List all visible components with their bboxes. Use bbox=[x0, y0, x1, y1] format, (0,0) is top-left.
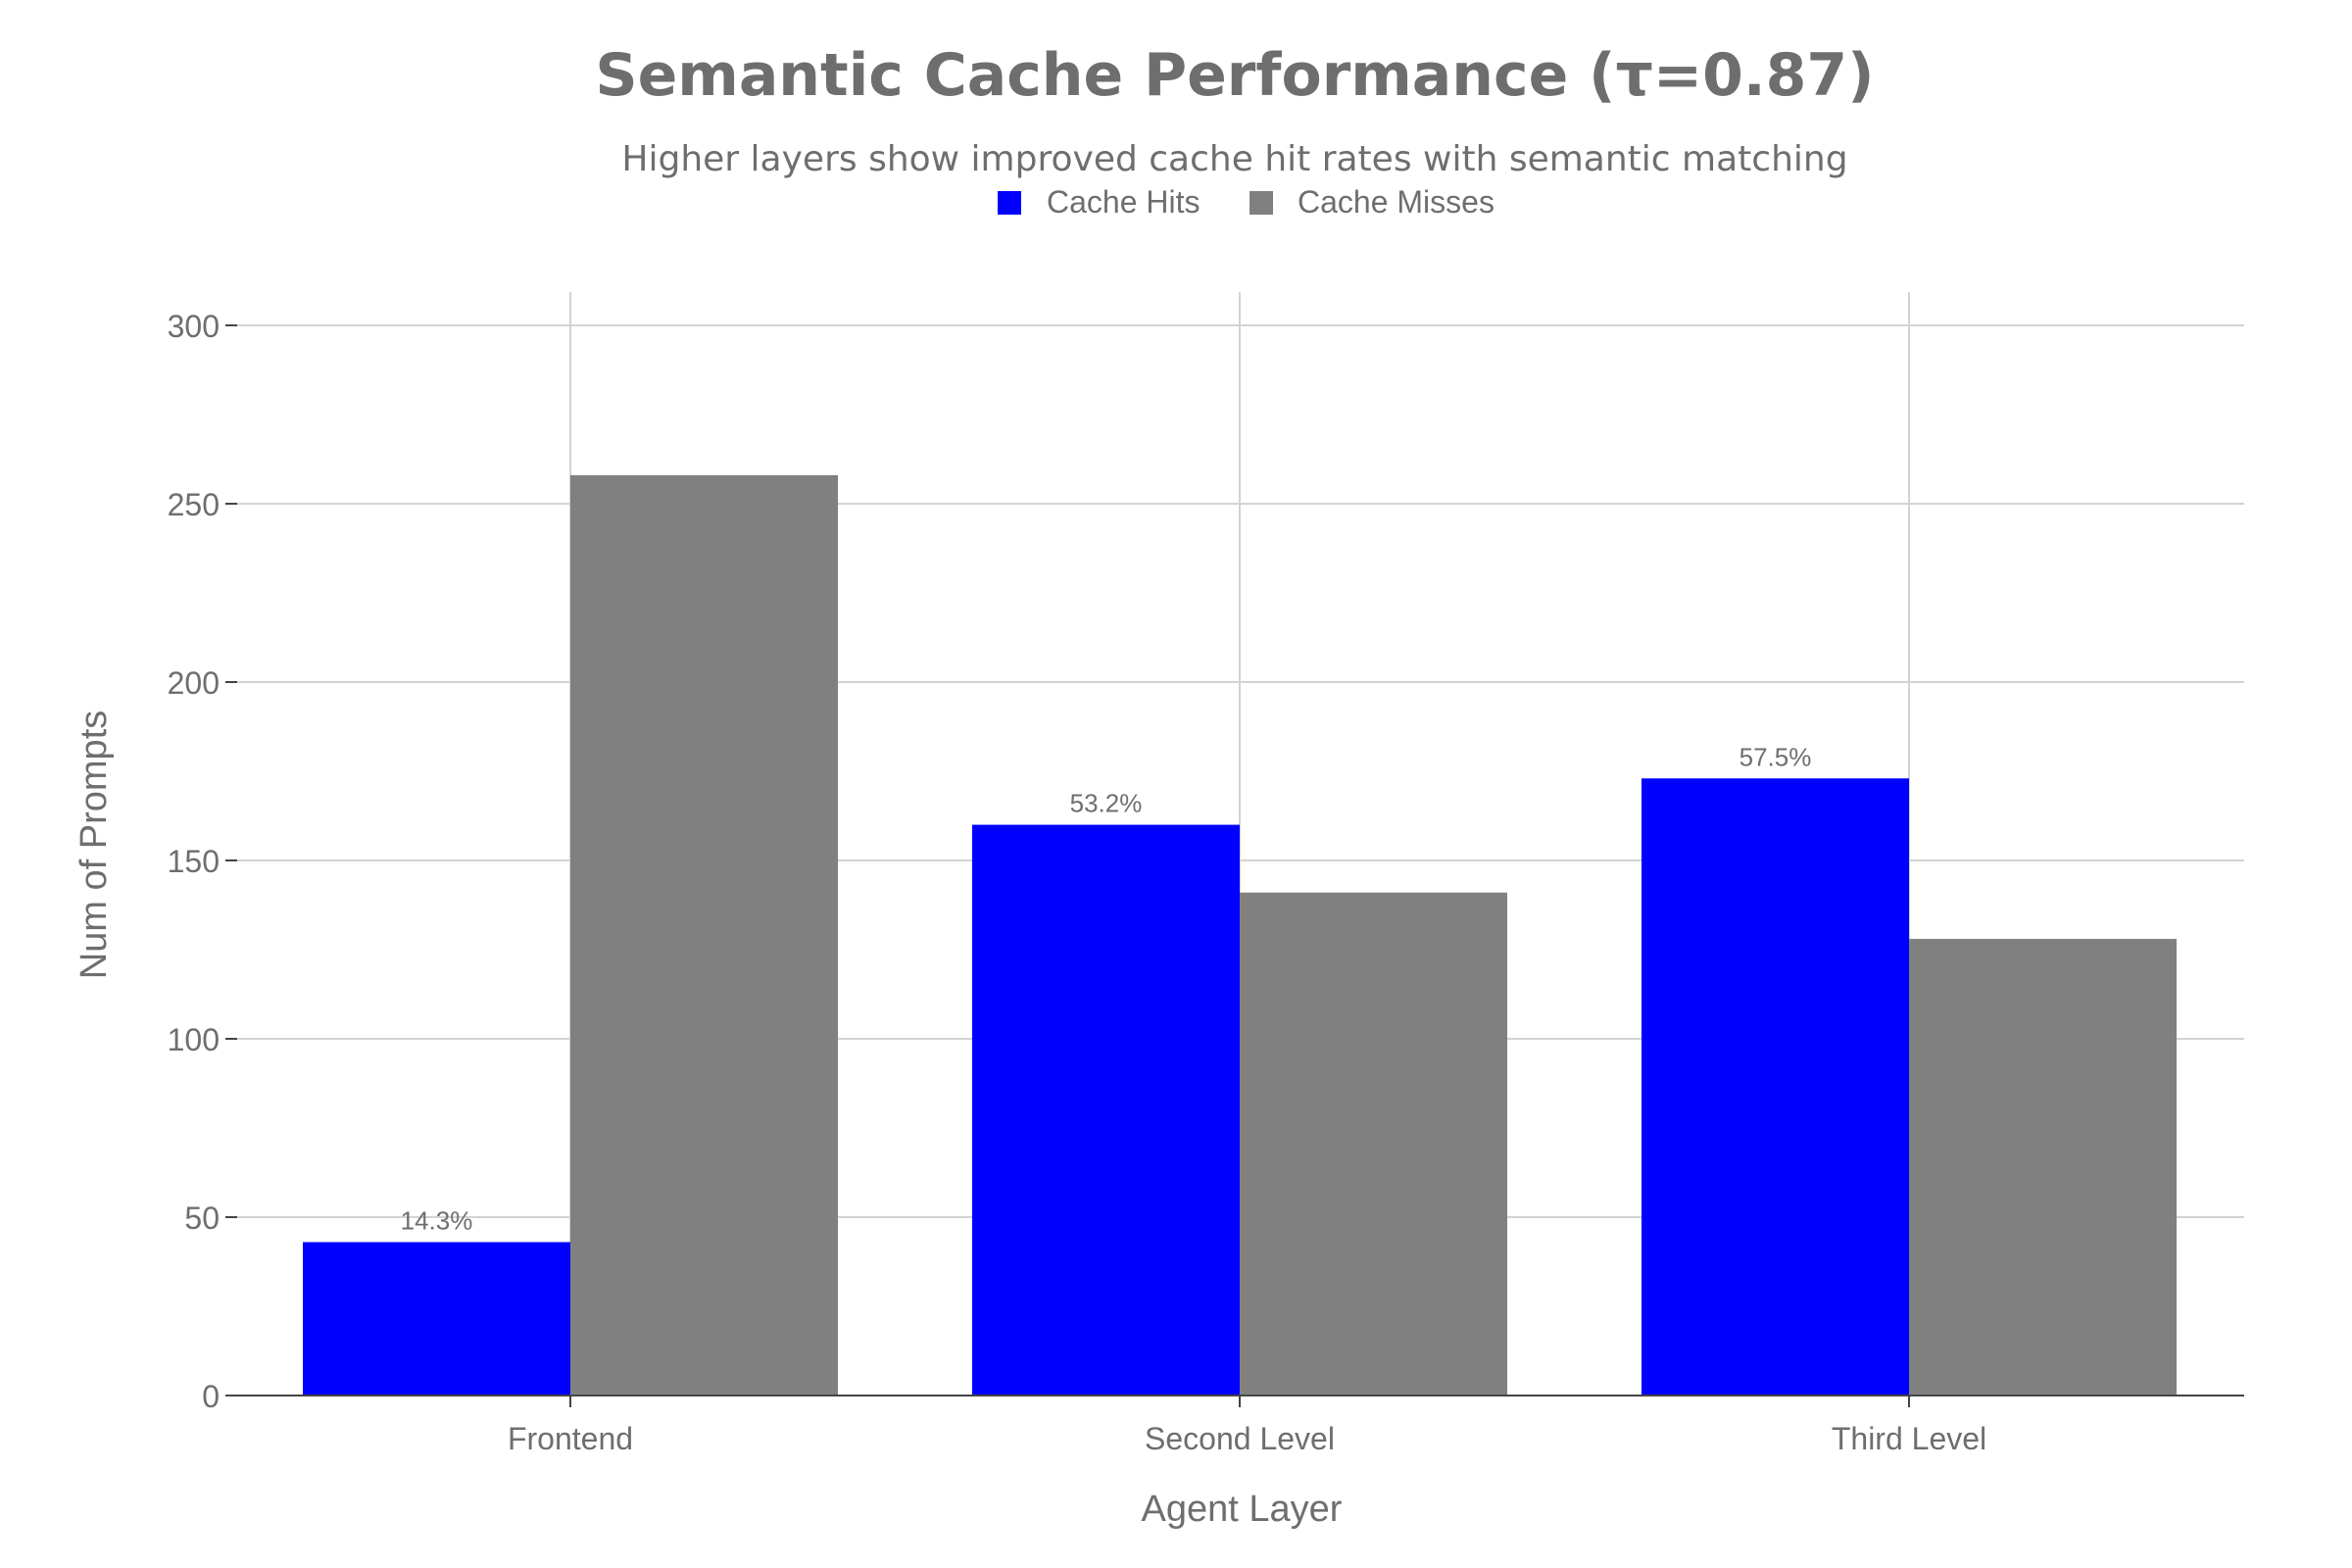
bar-cache-hits bbox=[972, 824, 1240, 1396]
y-tick-label: 100 bbox=[168, 1022, 220, 1057]
x-tick-label: Frontend bbox=[508, 1421, 633, 1456]
y-tick-label: 250 bbox=[168, 487, 220, 522]
legend-swatch-cache-misses bbox=[1250, 191, 1273, 215]
y-tick-label: 0 bbox=[202, 1379, 220, 1414]
bar-cache-misses bbox=[1240, 892, 1507, 1396]
legend: Cache Hits Cache Misses bbox=[998, 184, 1494, 220]
bar-cache-hits bbox=[1642, 778, 1909, 1396]
y-tick-label: 200 bbox=[168, 665, 220, 701]
x-tick-label: Second Level bbox=[1145, 1421, 1335, 1456]
bar-cache-misses bbox=[1909, 939, 2177, 1396]
x-axis-label: Agent Layer bbox=[1142, 1489, 1343, 1530]
bar-cache-misses bbox=[570, 474, 838, 1396]
y-axis-label: Num of Prompts bbox=[74, 710, 115, 980]
legend-label-cache-hits: Cache Hits bbox=[1047, 184, 1200, 220]
y-tick-label: 150 bbox=[168, 844, 220, 879]
bar-data-label: 14.3% bbox=[401, 1205, 473, 1235]
bar-cache-hits bbox=[303, 1242, 570, 1396]
x-tick-label: Third Level bbox=[1832, 1421, 1986, 1456]
legend-swatch-cache-hits bbox=[998, 191, 1021, 215]
bar-data-label: 53.2% bbox=[1070, 789, 1143, 818]
bars bbox=[303, 474, 2177, 1396]
y-tick-label: 300 bbox=[168, 309, 220, 344]
legend-label-cache-misses: Cache Misses bbox=[1298, 184, 1494, 220]
data-labels: 14.3% 53.2% 57.5% bbox=[401, 742, 1812, 1235]
y-tick-label: 50 bbox=[184, 1200, 220, 1236]
axes: 0 50 100 150 200 250 300 Frontend Second Level Th… bbox=[168, 309, 2244, 1456]
chart-title: Semantic Cache Performance (τ=0.87) bbox=[595, 41, 1874, 110]
bar-data-label: 57.5% bbox=[1740, 742, 1812, 771]
chart-subtitle: Higher layers show improved cache hit ra… bbox=[621, 139, 1847, 179]
